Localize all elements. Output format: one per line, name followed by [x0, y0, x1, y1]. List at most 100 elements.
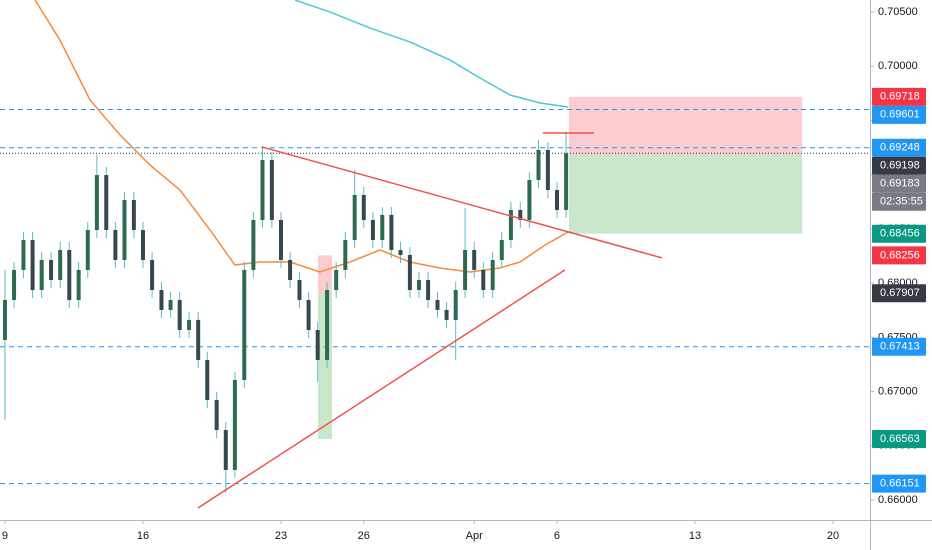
- candle-body: [361, 194, 366, 220]
- x-tick-label: 26: [358, 530, 370, 542]
- x-tick-label: 16: [137, 530, 149, 542]
- candle-body: [113, 230, 118, 260]
- candle-body: [214, 399, 219, 430]
- trend-line: [261, 146, 663, 259]
- countdown-tag: [872, 192, 926, 211]
- candle-body: [398, 249, 403, 255]
- candle-body: [205, 359, 210, 400]
- candle-body: [554, 189, 559, 210]
- candle-body: [177, 299, 182, 331]
- candle-body: [545, 149, 550, 190]
- candle-body: [242, 269, 247, 380]
- price-tag-label: 0.68456: [880, 228, 920, 240]
- candle-body: [131, 199, 136, 231]
- candle-body: [536, 149, 541, 181]
- x-tick-label: 6: [554, 530, 560, 542]
- candle-body: [223, 429, 228, 470]
- moving-average: [294, 0, 569, 108]
- x-tick-label: 13: [689, 530, 701, 542]
- candle-body: [426, 280, 431, 300]
- price-tag-label: 0.67907: [880, 287, 920, 299]
- price-tag: [872, 246, 926, 265]
- candle-body: [370, 219, 375, 240]
- candle-body: [343, 239, 348, 270]
- price-tag-label: 0.69248: [880, 142, 920, 154]
- candle-body: [453, 289, 458, 320]
- position-reward-zone: [568, 154, 803, 234]
- price-tag: [872, 224, 926, 243]
- candle-body: [58, 249, 63, 281]
- price-tag: [872, 474, 926, 493]
- moving-average: [34, 0, 569, 273]
- candle-body: [159, 289, 164, 310]
- price-tag: [872, 429, 926, 448]
- candle-body: [288, 259, 293, 281]
- candle-body: [30, 239, 35, 290]
- candle-body: [389, 214, 394, 250]
- x-tick-label: 9: [2, 530, 8, 542]
- candle-body: [122, 199, 127, 260]
- candle-body: [435, 299, 440, 310]
- candle-body: [334, 269, 339, 290]
- candle-body: [352, 194, 357, 240]
- candle-body: [39, 259, 44, 290]
- candle-body: [564, 153, 569, 210]
- position-reward-zone: [317, 293, 333, 439]
- price-tag: [872, 87, 926, 106]
- candle-body: [499, 239, 504, 260]
- candle-body: [232, 379, 237, 470]
- trend-line: [197, 269, 566, 509]
- price-tag-label: 0.67413: [880, 341, 920, 353]
- candle-body: [67, 249, 72, 300]
- candle-body: [187, 319, 192, 331]
- plot-area: [0, 0, 870, 509]
- price-tag: [872, 138, 926, 157]
- price-tag-label: 0.69718: [880, 91, 920, 103]
- candle-body: [168, 299, 173, 310]
- candle-body: [325, 289, 330, 360]
- countdown-label: 02:35:55: [880, 196, 923, 208]
- candle-body: [104, 175, 109, 231]
- candle-body: [150, 259, 155, 290]
- candle-body: [306, 299, 311, 331]
- candle-body: [380, 214, 385, 240]
- price-tag-label: 0.69601: [880, 109, 920, 121]
- candle-body: [12, 269, 17, 300]
- x-tick-label: 23: [275, 530, 287, 542]
- price-tag-label: 0.69183: [880, 178, 920, 190]
- candle-body: [508, 209, 513, 240]
- candle-body: [260, 159, 265, 220]
- candle-body: [518, 209, 523, 220]
- candle-body: [407, 254, 412, 290]
- candle-body: [416, 280, 421, 290]
- price-tag: [872, 156, 926, 175]
- candle-body: [251, 219, 256, 270]
- candle-body: [269, 159, 274, 220]
- y-tick-label: 0.66000: [878, 494, 918, 506]
- candle-body: [472, 249, 477, 270]
- candle-body: [278, 219, 283, 260]
- candle-body: [49, 259, 54, 281]
- price-tags: 0.69718 0.69601 0.69248 0.69198 0.69183 0.684…: [872, 87, 926, 493]
- candle-body: [481, 269, 486, 290]
- price-tag: [872, 174, 926, 193]
- price-tag-label: 0.66151: [880, 478, 920, 490]
- candle-body: [297, 280, 302, 300]
- candle-body: [21, 239, 26, 270]
- position-risk-zone: [317, 255, 333, 294]
- x-tick-label: 20: [827, 530, 839, 542]
- candle-body: [85, 230, 90, 270]
- y-tick-label: 0.70500: [878, 6, 918, 18]
- x-tick-label: Apr: [466, 530, 483, 542]
- candle-body: [94, 175, 99, 231]
- price-tag: [872, 105, 926, 124]
- candle-body: [2, 299, 7, 340]
- candle-body: [490, 259, 495, 290]
- price-tag: [872, 284, 926, 303]
- candle-body: [140, 230, 145, 260]
- candle-body: [527, 180, 532, 220]
- price-tag: [872, 337, 926, 356]
- price-tag-label: 0.69198: [880, 160, 920, 172]
- candle-body: [76, 269, 81, 300]
